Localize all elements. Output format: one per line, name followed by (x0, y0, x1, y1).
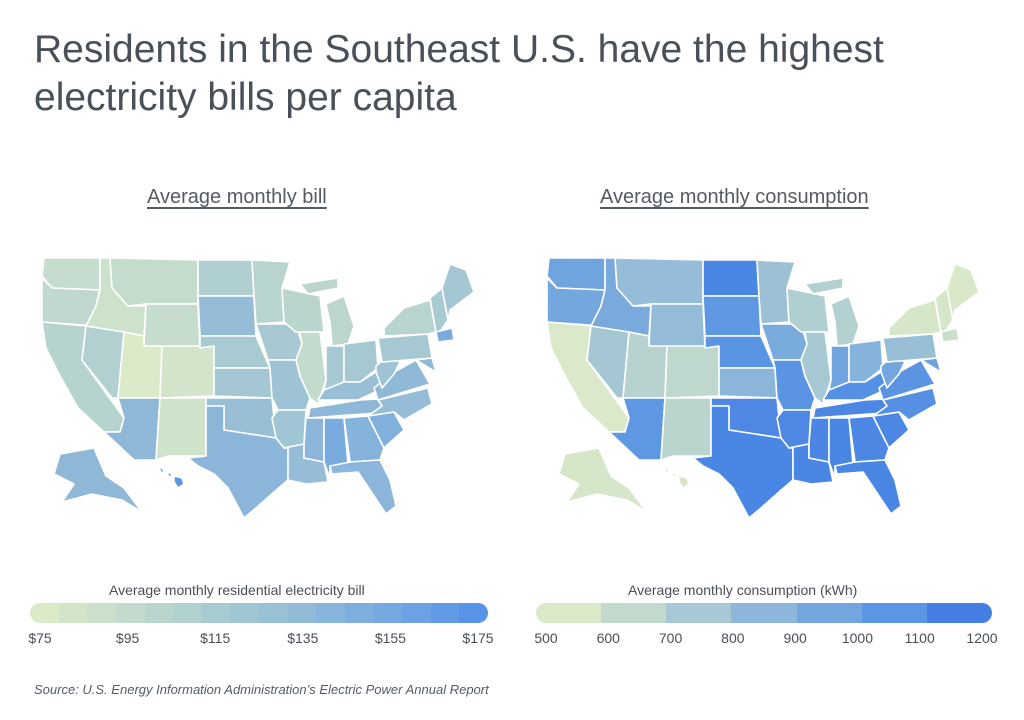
legend-tick-label: 1100 (904, 630, 935, 646)
bill-legend-title: Average monthly residential electricity … (109, 582, 365, 598)
state-nc (872, 387, 938, 421)
bill-choropleth-map (41, 257, 475, 519)
state-oh (343, 339, 379, 383)
state-ms (808, 417, 830, 463)
state-wy (648, 303, 706, 349)
legend-swatch (173, 603, 202, 623)
state-ms (303, 417, 325, 463)
legend-swatch (796, 603, 862, 623)
state-tx (692, 405, 794, 519)
legend-tick-label: 800 (721, 630, 745, 646)
state-tx (187, 405, 289, 519)
legend-swatch (58, 603, 88, 623)
legend-tick-label: $135 (287, 630, 319, 646)
source-note: Source: U.S. Energy Information Administ… (34, 682, 489, 697)
state-hi (157, 465, 185, 489)
bill-legend-scale (30, 603, 488, 623)
state-wy (143, 303, 201, 349)
legend-swatch (430, 603, 460, 623)
state-ga (343, 415, 385, 463)
legend-swatch (373, 603, 403, 623)
legend-swatch (230, 603, 259, 623)
state-sd (702, 295, 762, 337)
state-ak (53, 447, 143, 513)
legend-swatch (30, 603, 59, 623)
state-ct (435, 327, 455, 343)
state-sd (197, 295, 257, 337)
legend-swatch (459, 603, 488, 623)
state-pa (377, 333, 433, 363)
legend-swatch (201, 603, 231, 623)
state-ky (822, 371, 890, 401)
legend-swatch (344, 603, 374, 623)
state-md (904, 357, 942, 373)
legend-swatch (402, 603, 431, 623)
state-ny (888, 299, 942, 337)
legend-swatch (316, 603, 345, 623)
consumption-map-title: Average monthly consumption (600, 186, 869, 208)
page-title: Residents in the Southeast U.S. have the… (34, 28, 884, 119)
state-md (399, 357, 437, 373)
state-mt (614, 257, 704, 307)
state-nc (367, 387, 433, 421)
state-co (159, 345, 215, 399)
legend-swatch (115, 603, 145, 623)
legend-swatch (861, 603, 927, 623)
legend-tick-label: 700 (658, 630, 683, 646)
legend-swatch (926, 603, 992, 623)
state-wi (281, 287, 325, 333)
state-ct (940, 327, 960, 343)
state-me (946, 263, 980, 321)
consumption-legend-title: Average monthly consumption (kWh) (628, 582, 858, 598)
state-me (441, 263, 475, 321)
state-wa (546, 257, 606, 291)
state-fl (329, 459, 397, 515)
legend-tick-label: 600 (596, 630, 620, 646)
state-ak (558, 447, 648, 513)
legend-swatch (666, 603, 732, 623)
state-nm (155, 397, 207, 461)
legend-swatch (144, 603, 174, 623)
legend-tick-label: $75 (28, 630, 52, 646)
state-ga (848, 415, 890, 463)
legend-tick-label: 1200 (966, 630, 998, 646)
state-hi (662, 465, 690, 489)
legend-tick-label: $175 (462, 630, 494, 646)
legend-tick-label: 1000 (841, 630, 873, 646)
legend-swatch (601, 603, 667, 623)
state-ky (317, 371, 385, 401)
state-mt (109, 257, 199, 307)
state-fl (834, 459, 902, 515)
state-wi (786, 287, 830, 333)
state-nm (660, 397, 712, 461)
legend-tick-label: $155 (374, 630, 406, 646)
state-il (295, 331, 327, 405)
bill-map-title: Average monthly bill (147, 186, 327, 208)
state-wa (41, 257, 101, 291)
legend-swatch (536, 603, 602, 623)
consumption-legend-scale (536, 603, 992, 623)
legend-swatch (259, 603, 288, 623)
legend-tick-label: $95 (115, 630, 140, 646)
state-pa (882, 333, 938, 363)
state-ks (718, 367, 778, 399)
consumption-choropleth-map (546, 257, 980, 519)
legend-tick-label: 900 (783, 630, 807, 646)
state-ny (383, 299, 437, 337)
state-oh (848, 339, 884, 383)
legend-swatch (87, 603, 116, 623)
state-nd (197, 259, 255, 297)
state-il (800, 331, 832, 405)
state-ks (213, 367, 273, 399)
legend-tick-label: 500 (534, 630, 558, 646)
state-co (664, 345, 720, 399)
legend-swatch (731, 603, 797, 623)
legend-swatch (287, 603, 317, 623)
state-nd (702, 259, 760, 297)
legend-tick-label: $115 (200, 630, 231, 646)
